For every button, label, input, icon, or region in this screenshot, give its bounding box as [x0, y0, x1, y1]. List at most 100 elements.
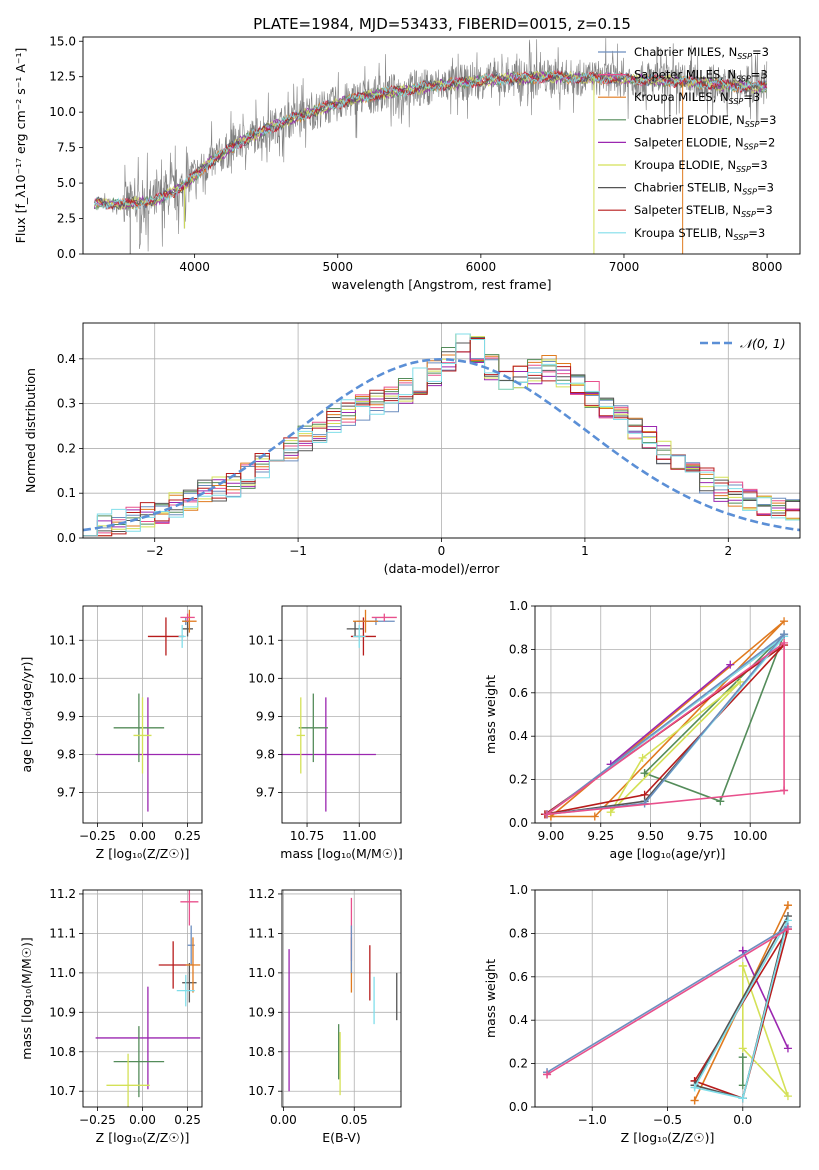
y-tick-label: 10.1 [248, 633, 275, 647]
gaussian-curve [83, 357, 800, 532]
x-tick-label: 11.00 [342, 829, 376, 843]
errorbar-point [182, 621, 193, 637]
legend-label: Kroupa MILES, NSSP=3 [634, 90, 760, 106]
plus-marker [542, 810, 551, 819]
errorbar-point [113, 693, 165, 763]
x-tick-label: 4000 [179, 260, 210, 274]
errorbar-point [180, 890, 199, 926]
x-tick-label: 9.25 [587, 829, 614, 843]
y-tick-label: 0.0 [57, 531, 76, 545]
y-tick-label: 1.0 [509, 599, 528, 613]
age-vs-mass-plot-area [282, 609, 397, 812]
x-axis-label: Z [log₁₀(Z/Z☉)] [96, 1130, 190, 1145]
errorbar-point [182, 609, 197, 633]
x-tick-label: 5000 [322, 260, 353, 274]
y-axis-label: mass weight [483, 959, 498, 1038]
y-axis-label: Flux [f_λ10⁻¹⁷ erg cm⁻² s⁻¹ A⁻¹] [13, 48, 28, 244]
residuals-plot-area [83, 333, 800, 538]
plus-marker [716, 797, 725, 806]
legend-label: Salpeter ELODIE, NSSP=2 [634, 135, 775, 151]
y-tick-label: 0.8 [509, 926, 528, 940]
y-tick-label: 10.9 [49, 1005, 76, 1019]
y-tick-label: 11.1 [49, 926, 76, 940]
y-tick-label: 0.4 [509, 729, 528, 743]
errorbar-point [158, 941, 188, 989]
y-tick-label: 1.0 [509, 883, 528, 897]
legend-label: 𝒩(0, 1) [740, 336, 786, 351]
errorbar-point [178, 625, 186, 648]
errorbar-point [187, 925, 195, 965]
y-axis-label: age [log₁₀(age/yr)] [19, 657, 34, 773]
y-tick-label: 0.6 [509, 970, 528, 984]
plus-marker [726, 660, 735, 669]
errorbar-point [296, 697, 305, 774]
x-axis-label: Z [log₁₀(Z/Z☉)] [621, 1130, 715, 1145]
mass-vs-EBV-axes: 0.00 0.05 10.7 10.8 10.9 11.0 11.1 11.2 E(B-V) [248, 887, 401, 1145]
errorbar-point [106, 1053, 150, 1107]
mass-vs-Z-plot-area [95, 890, 201, 1107]
x-tick-label: −0.5 [653, 1113, 682, 1127]
y-tick-label: 10.8 [248, 1045, 275, 1059]
x-tick-label: 0.0 [733, 1113, 752, 1127]
errorbar-point [95, 697, 201, 812]
y-tick-label: 0.0 [57, 247, 76, 261]
weight-vs-Z-frame [534, 889, 801, 1108]
y-tick-label: 10.8 [49, 1045, 76, 1059]
x-tick-label: 9.00 [538, 829, 565, 843]
y-tick-label: 11.0 [248, 966, 275, 980]
x-tick-label: 1 [581, 544, 589, 558]
x-axis-label: (data-model)/error [384, 561, 501, 576]
weight-vs-Z-axes: −1.0 −0.5 0.0 0.0 0.2 0.4 0.6 0.8 1.0 Z [log₁₀(Z/… [483, 883, 800, 1145]
plus-marker [690, 1096, 699, 1105]
plus-marker [638, 753, 647, 762]
y-tick-label: 15.0 [49, 34, 76, 48]
x-tick-label: 9.75 [687, 829, 714, 843]
y-tick-label: 0.2 [57, 441, 76, 455]
x-tick-label: 0.00 [129, 829, 156, 843]
y-tick-label: 0.2 [509, 773, 528, 787]
x-tick-label: 10.75 [290, 829, 324, 843]
y-tick-label: 0.4 [509, 1013, 528, 1027]
mass-vs-EBV-frame [281, 889, 402, 1108]
y-tick-label: 10.7 [248, 1084, 275, 1098]
plus-marker [640, 769, 649, 778]
errorbar-point [182, 962, 197, 1003]
model-spectrum-6 [94, 70, 768, 211]
errorbar-point [176, 974, 195, 1007]
y-axis-label: mass [log₁₀(M/M☉)] [19, 937, 34, 1059]
legend-label: Kroupa ELODIE, NSSP=3 [634, 158, 768, 174]
y-tick-label: 9.7 [256, 786, 275, 800]
legend-label: Chabrier STELIB, NSSP=3 [634, 181, 774, 197]
weight-line-1 [644, 633, 785, 803]
plus-marker [738, 1044, 747, 1053]
y-tick-label: 11.0 [49, 966, 76, 980]
errorbar-point [147, 617, 184, 656]
weight-vs-age-axes: 9.00 9.25 9.50 9.75 10.00 0.0 0.2 0.4 0.6 0.8 1.0 a… [483, 599, 800, 861]
y-tick-label: 0.4 [57, 352, 76, 366]
y-tick-label: 0.1 [57, 486, 76, 500]
x-tick-label: 0.05 [341, 1113, 368, 1127]
y-tick-label: 12.5 [49, 70, 76, 84]
y-tick-label: 11.2 [248, 887, 275, 901]
x-tick-label: 10.00 [733, 829, 767, 843]
plus-marker [783, 901, 792, 910]
x-axis-label: wavelength [Angstrom, rest frame] [331, 277, 551, 292]
legend-label: Salpeter MILES, NSSP=3 [634, 68, 768, 84]
y-axis-label: Normed distribution [23, 368, 38, 493]
legend-label: Chabrier MILES, NSSP=3 [634, 45, 769, 61]
errorbar-point [371, 613, 397, 622]
plus-marker [780, 617, 789, 626]
spectrum-legend: Chabrier MILES, NSSP=3 Salpeter MILES, NS… [598, 45, 776, 242]
y-tick-label: 9.7 [57, 786, 76, 800]
legend-label: Salpeter STELIB, NSSP=3 [634, 203, 773, 219]
plus-marker [780, 630, 789, 639]
plus-marker [780, 786, 789, 795]
x-tick-label: 6000 [466, 260, 497, 274]
x-axis-label: E(B-V) [322, 1130, 361, 1145]
spectrum-frame [82, 36, 801, 255]
plus-marker [783, 1044, 792, 1053]
y-tick-label: 9.9 [57, 709, 76, 723]
weight-line-2 [610, 663, 731, 766]
weight-line-0 [550, 620, 785, 818]
